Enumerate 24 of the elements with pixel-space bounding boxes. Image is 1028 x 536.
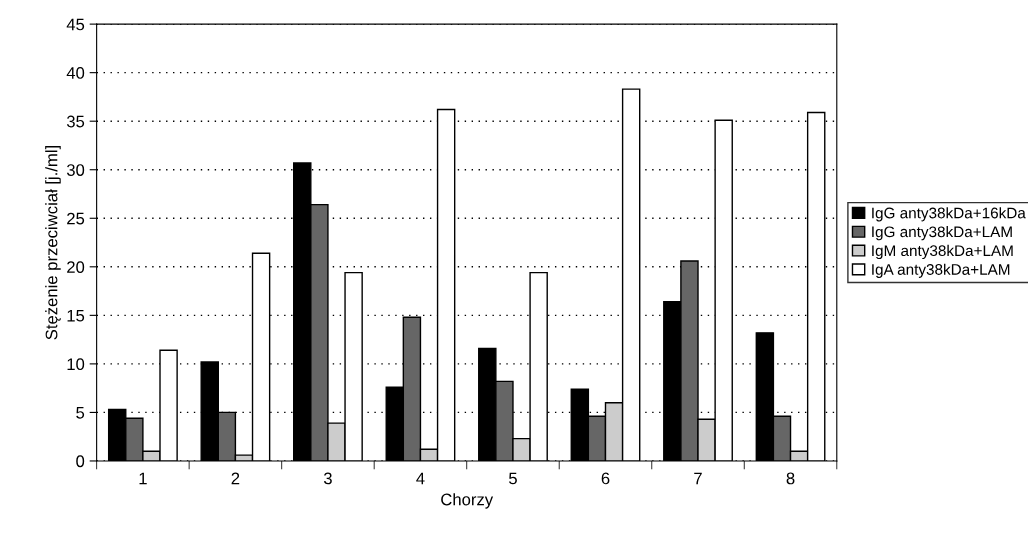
legend-label: IgA anty38kDa+LAM [872,263,1010,278]
y-tick-label: 40 [66,67,85,79]
legend-label: IgG anty38kDa+16kDa [872,207,1026,222]
y-tick-label: 45 [66,18,85,31]
y-axis-title: Stężenie przeciwciał [j./ml] [45,146,61,340]
y-tick-label: 20 [67,261,85,274]
y-tick-label: 35 [66,115,85,128]
y-tick-label: 25 [67,212,85,225]
y-tick-label: 15 [67,309,85,322]
y-tick-label: 0 [76,455,85,468]
x-tick-label: 1 [139,472,147,485]
x-tick-label: 4 [416,472,425,485]
x-axis-title: Chorzy [441,493,494,509]
x-tick-label: 3 [323,472,332,485]
x-tick-label: 7 [694,472,702,485]
y-tick-label: 30 [66,164,85,176]
y-tick-label: 5 [76,407,85,419]
x-tick-label: 6 [601,472,610,485]
legend-label: IgG anty38kDa+LAM [872,226,1012,241]
legend-label: IgM anty38kDa+LAM [872,244,1013,260]
x-tick-label: 8 [786,472,795,485]
x-tick-label: 2 [231,472,240,485]
x-tick-label: 5 [509,472,517,485]
y-tick-label: 10 [67,358,85,371]
